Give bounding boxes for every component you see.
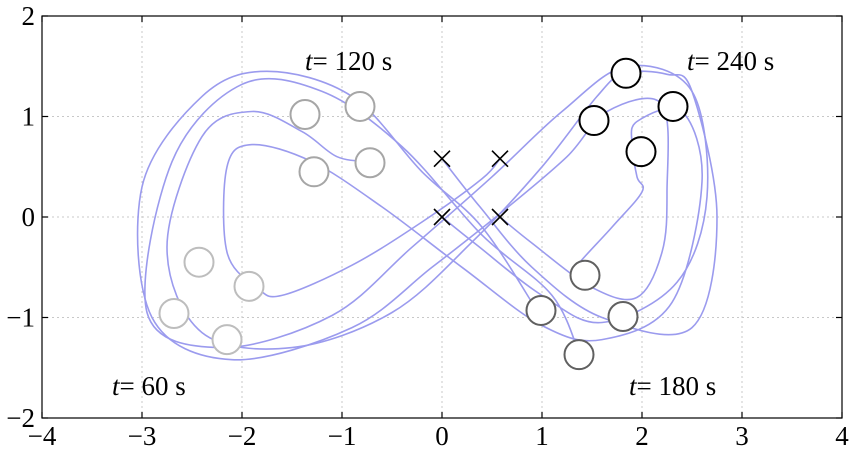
x-tick-label: 0 bbox=[435, 421, 449, 450]
x-tick-label: −3 bbox=[128, 421, 157, 450]
start-marker bbox=[433, 150, 451, 168]
position-marker bbox=[563, 339, 595, 371]
position-marker bbox=[625, 136, 657, 168]
y-tick-label: 0 bbox=[22, 202, 36, 232]
position-marker bbox=[233, 270, 265, 302]
start-marker bbox=[433, 208, 451, 226]
time-annotation: t= 180 s bbox=[629, 371, 716, 401]
trajectory-line-1 bbox=[144, 64, 709, 357]
position-marker bbox=[354, 147, 386, 179]
x-tick-label: −4 bbox=[28, 421, 57, 450]
x-tick-label: −2 bbox=[228, 421, 257, 450]
x-tick-label: 1 bbox=[535, 421, 549, 450]
position-marker bbox=[344, 90, 376, 122]
position-marker bbox=[289, 98, 321, 130]
time-annotation: t= 120 s bbox=[305, 46, 392, 76]
position-marker bbox=[657, 90, 689, 122]
position-marker bbox=[569, 259, 601, 291]
trajectories bbox=[136, 64, 718, 361]
start-marker bbox=[491, 208, 509, 226]
position-marker bbox=[610, 57, 642, 89]
position-marker bbox=[298, 156, 330, 188]
position-marker bbox=[211, 324, 243, 356]
y-axis-ticks: −2 −1 0 1 2 bbox=[6, 1, 842, 433]
y-tick-label: 1 bbox=[22, 102, 36, 132]
x-tick-label: 2 bbox=[635, 421, 649, 450]
annotations: t= 120 s t= 240 s t= 60 s t= 180 s bbox=[112, 46, 774, 401]
trajectory-line-3 bbox=[166, 70, 718, 350]
start-marker bbox=[491, 150, 509, 168]
x-tick-label: −1 bbox=[328, 421, 357, 450]
x-axis-ticks: −4 −3 −2 −1 0 1 2 3 4 bbox=[28, 16, 849, 450]
time-annotation: t= 60 s bbox=[112, 371, 186, 401]
position-marker bbox=[578, 105, 610, 137]
y-tick-label: −1 bbox=[6, 303, 35, 333]
position-marker bbox=[525, 294, 557, 326]
position-markers bbox=[158, 57, 689, 371]
y-tick-label: 2 bbox=[22, 1, 36, 31]
position-marker bbox=[158, 297, 190, 329]
time-annotation: t= 240 s bbox=[687, 46, 774, 76]
y-tick-label: −2 bbox=[6, 403, 35, 433]
x-tick-label: 3 bbox=[735, 421, 749, 450]
position-marker bbox=[607, 300, 639, 332]
x-tick-label: 4 bbox=[835, 421, 849, 450]
position-marker bbox=[183, 246, 215, 278]
start-markers bbox=[433, 150, 509, 226]
trajectory-line-4 bbox=[222, 107, 703, 342]
